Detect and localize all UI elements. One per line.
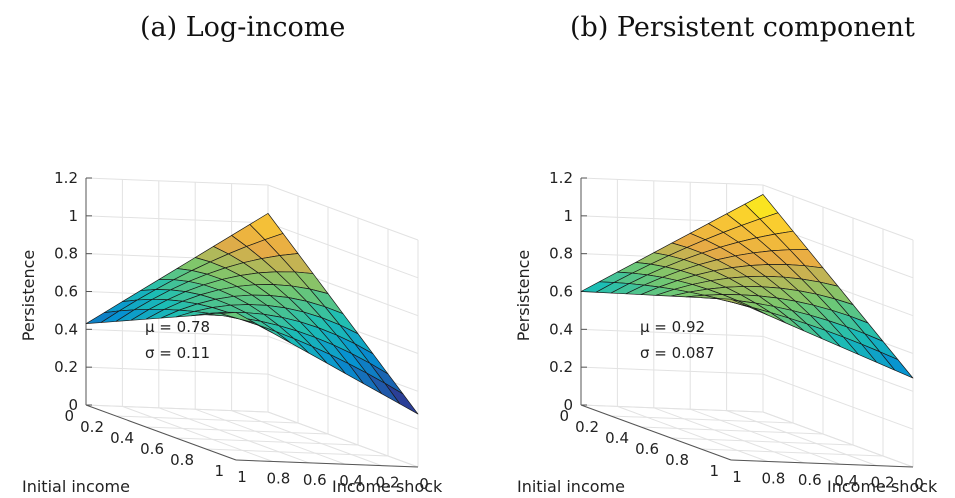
panel-a-x-label: Initial income: [22, 477, 130, 496]
panel-b-z-tick: 0.4: [549, 320, 573, 338]
panel-a-z-label: Persistence: [19, 250, 38, 342]
panel-a-surface: [85, 213, 419, 415]
panel-b-y-tick: 0.6: [798, 471, 822, 489]
panel-a-z-tick: 0.4: [54, 320, 78, 338]
panel-b-x-tick: 0: [559, 407, 569, 425]
panel-b-z-tick: 0.8: [549, 245, 573, 263]
panel-a-x-tick: 0.6: [140, 440, 164, 458]
panel-a-x-tick: 0: [64, 407, 74, 425]
panel-b-x-tick: 1: [709, 462, 719, 480]
panel-b-surface: [580, 194, 914, 379]
panel-b-x-tick: 0.8: [665, 451, 689, 469]
panel-b-y-tick: 0.4: [834, 472, 858, 490]
panel-b-y-tick: 0.8: [761, 469, 785, 487]
panel-a-z-tick: 0.6: [54, 283, 78, 301]
panel-a-y-tick: 1: [237, 468, 247, 486]
panel-b-y-label: Income shock: [827, 477, 938, 496]
panel-b-y-tick: 0: [914, 475, 924, 493]
panel-a-z-tick: 0.2: [54, 358, 78, 376]
panel-b-z-tick: 0.6: [549, 283, 573, 301]
panel-a-y-tick: 0.4: [339, 472, 363, 490]
panel-a-mu-label: μ = 0.78: [145, 318, 210, 336]
panel-b-x-tick: 0.2: [575, 418, 599, 436]
panel-a-z-tick: 1: [68, 207, 78, 225]
panel-a-y-tick: 0.6: [303, 471, 327, 489]
panel-b-z-tick: 0: [563, 396, 573, 414]
panel-a-x-tick: 1: [214, 462, 224, 480]
panel-b-x-tick: 0.4: [605, 429, 629, 447]
panel-a-z-tick: 1.2: [54, 169, 78, 187]
panel-a-y-tick: 0.8: [266, 469, 290, 487]
panel-a-x-tick: 0.2: [80, 418, 104, 436]
panel-a-axes: 00.20.40.60.811.200.20.40.60.8100.20.40.…: [19, 169, 443, 496]
panel-a-y-tick: 0.2: [376, 474, 400, 492]
panel-a-z-tick: 0: [68, 396, 78, 414]
panel-b-y-tick: 0.2: [871, 474, 895, 492]
panel-b-z-tick: 0.2: [549, 358, 573, 376]
panel-b-mu-label: μ = 0.92: [640, 318, 705, 336]
panel-b-z-tick: 1: [563, 207, 573, 225]
panel-a-y-label: Income shock: [332, 477, 443, 496]
panel-a-title: (a) Log-income: [140, 12, 346, 43]
panel-a-x-tick: 0.8: [170, 451, 194, 469]
panel-b-x-tick: 0.6: [635, 440, 659, 458]
panel-b-y-tick: 1: [732, 468, 742, 486]
panel-a-chart: 00.20.40.60.811.200.20.40.60.8100.20.40.…: [19, 169, 443, 496]
panel-b-x-label: Initial income: [517, 477, 625, 496]
panel-b-chart: 00.20.40.60.811.200.20.40.60.8100.20.40.…: [514, 169, 938, 496]
panel-b-surface-patch: [715, 298, 750, 308]
panel-a-surface-patch: [220, 312, 255, 323]
panel-b-sigma-label: σ = 0.087: [640, 344, 715, 362]
panel-b-z-label: Persistence: [514, 250, 533, 342]
panel-b-title: (b) Persistent component: [570, 12, 915, 43]
panel-b-annotation: μ = 0.92 σ = 0.087: [640, 318, 715, 362]
panel-a-x-tick: 0.4: [110, 429, 134, 447]
panel-a-z-tick: 0.8: [54, 245, 78, 263]
panel-a-annotation: μ = 0.78 σ = 0.11: [145, 318, 210, 362]
panel-a-y-tick: 0: [419, 475, 429, 493]
panel-b-z-tick: 1.2: [549, 169, 573, 187]
panel-b-axes: 00.20.40.60.811.200.20.40.60.8100.20.40.…: [514, 169, 938, 496]
panel-a-sigma-label: σ = 0.11: [145, 344, 210, 362]
